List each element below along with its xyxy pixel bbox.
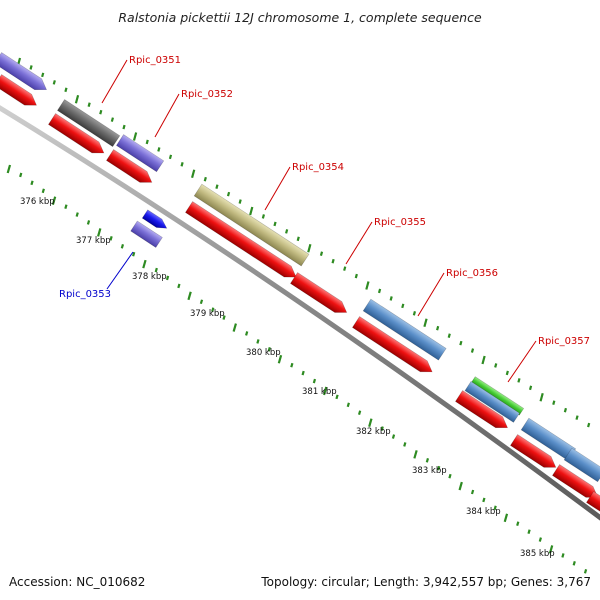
map-title: Ralstonia pickettii 12J chromosome 1, co… [118, 10, 482, 25]
kbp-tick-label: 381 kbp [302, 387, 337, 397]
kbp-tick-label: 382 kbp [356, 427, 391, 437]
upper-tick-row [16, 57, 591, 428]
cds-feature-0352a [48, 113, 105, 154]
gene-feature-0352 [116, 134, 165, 173]
gene-label-rpic-0353[interactable]: Rpic_0353 [59, 251, 134, 300]
gene-label-text: Rpic_0355 [374, 217, 426, 228]
gene-feature-0352a [57, 99, 121, 147]
kbp-tick-label: 378 kbp [132, 272, 167, 282]
kbp-tick-label: 384 kbp [466, 507, 501, 517]
cds-feature-0360 [586, 491, 600, 514]
gene-feature-0351-top [0, 52, 47, 91]
gene-feature-0353 [130, 220, 163, 248]
gene-feature-0357-green [470, 376, 525, 416]
cds-feature-0355 [290, 272, 348, 313]
kbp-tick-label: 379 kbp [190, 309, 225, 319]
gene-label-rpic-0354[interactable]: Rpic_0354 [264, 162, 344, 211]
gene-feature-0357 [464, 380, 520, 423]
gene-label-text: Rpic_0356 [446, 268, 498, 279]
kbp-tick-label: 380 kbp [246, 348, 281, 358]
cds-feature-0356 [352, 316, 433, 373]
kbp-tick-label: 376 kbp [20, 197, 55, 207]
cds-feature-0351 [0, 74, 37, 106]
cds-feature-0352 [106, 149, 153, 183]
kbp-tick-label: 383 kbp [412, 466, 447, 476]
lower-tick-row [6, 164, 588, 574]
genome-summary: Topology: circular; Length: 3,942,557 bp… [261, 575, 591, 589]
gene-label-text: Rpic_0354 [292, 162, 344, 173]
gene-label-text: Rpic_0353 [59, 289, 111, 300]
gene-feature-0356 [362, 298, 447, 361]
kbp-tick-label: 377 kbp [76, 236, 111, 246]
gene-label-text: Rpic_0351 [129, 55, 181, 66]
gene-label-rpic-0351[interactable]: Rpic_0351 [101, 55, 181, 104]
gene-label-rpic-0356[interactable]: Rpic_0356 [417, 268, 498, 317]
gene-label-rpic-0352[interactable]: Rpic_0352 [154, 89, 233, 138]
cds-feature-0354 [185, 201, 297, 278]
gene-label-rpic-0355[interactable]: Rpic_0355 [345, 217, 426, 265]
kbp-tick-label: 385 kbp [520, 549, 555, 559]
genome-backbone [0, 105, 600, 521]
accession-label: Accession: NC_010682 [9, 575, 146, 589]
cds-feature-0358 [510, 434, 557, 468]
gene-label-rpic-0357[interactable]: Rpic_0357 [507, 336, 590, 383]
gene-label-text: Rpic_0352 [181, 89, 233, 100]
cds-feature-0357 [455, 390, 508, 429]
gene-feature-0354 [193, 183, 310, 267]
gene-feature-0359 [563, 447, 600, 483]
gene-feature-0353-blue [141, 209, 168, 229]
gene-label-text: Rpic_0357 [538, 336, 590, 347]
